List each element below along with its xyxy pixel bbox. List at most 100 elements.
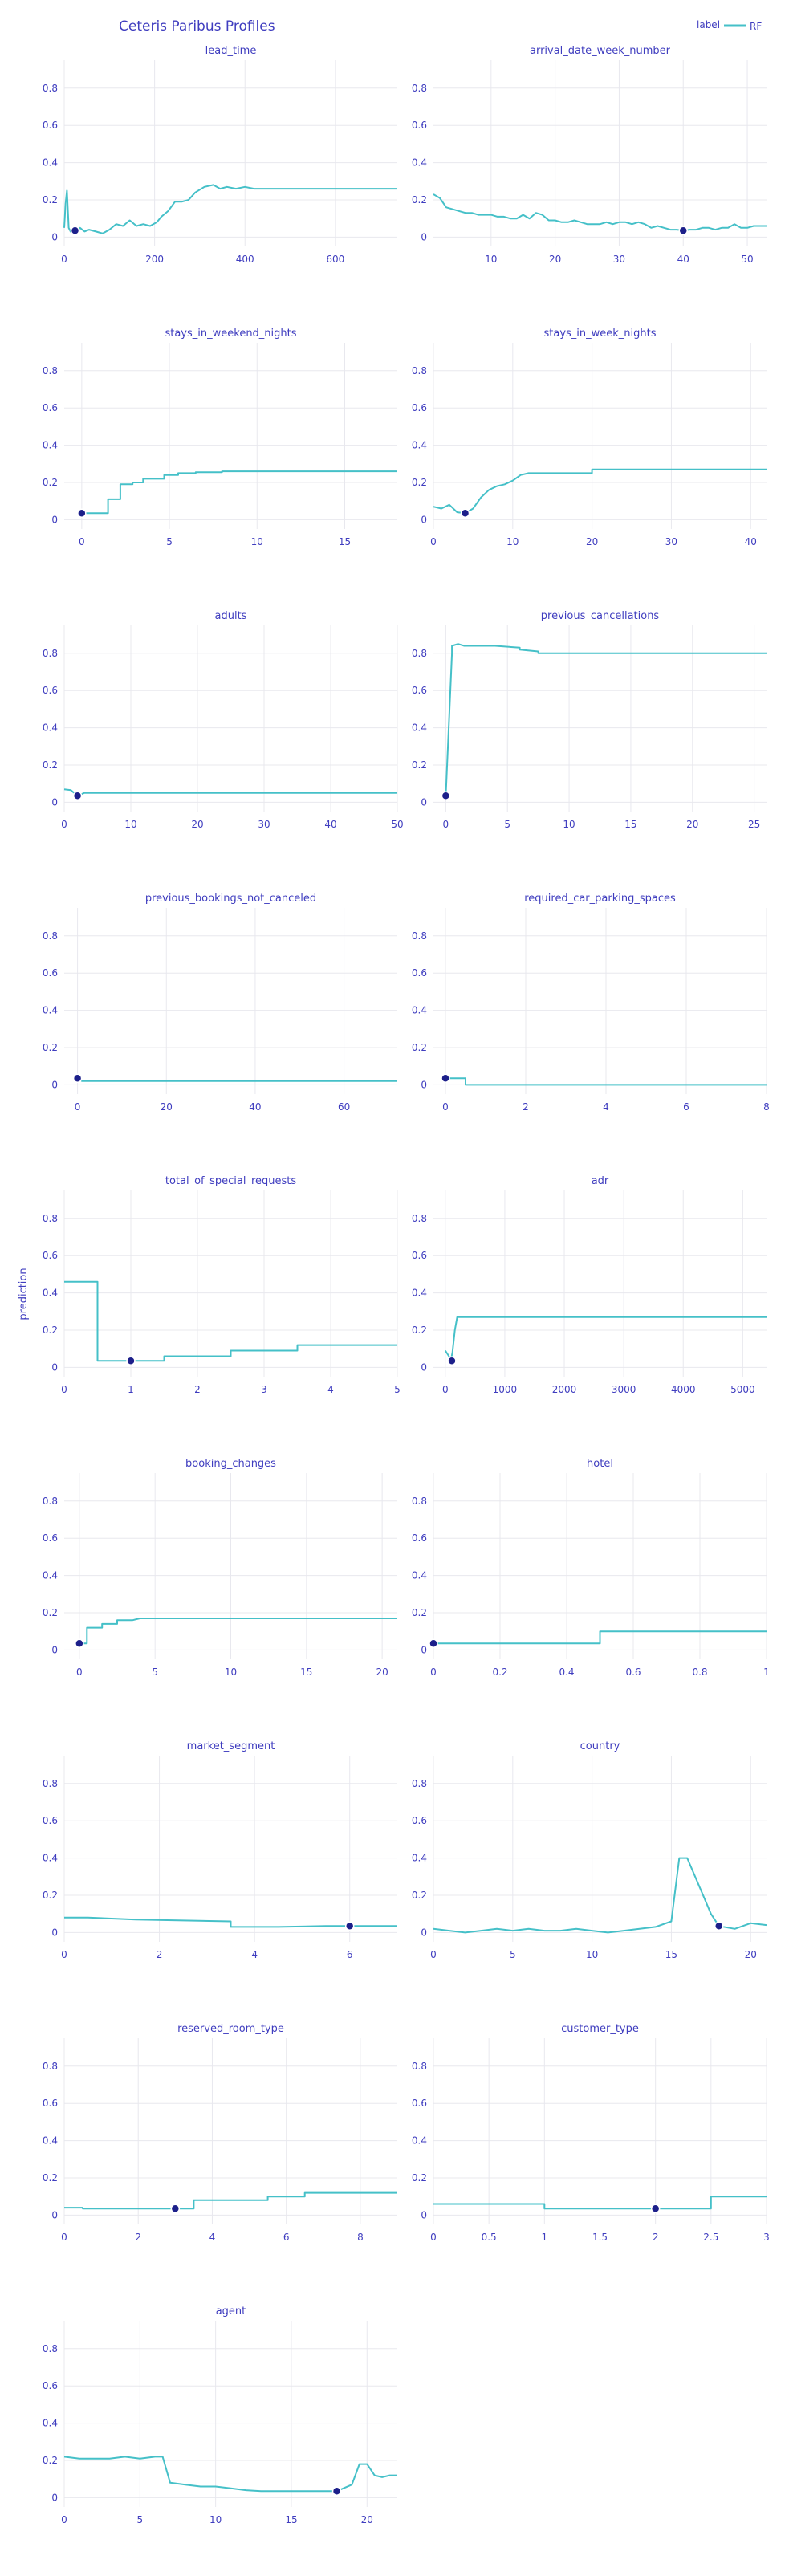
x-tick-label: 4 xyxy=(209,2232,216,2243)
profile-line-rf xyxy=(433,1630,767,1645)
x-tick-label: 2.5 xyxy=(703,2232,718,2243)
y-tick-label: 0 xyxy=(421,1361,427,1373)
y-tick-label: 0.4 xyxy=(43,1005,58,1016)
y-tick-label: 0 xyxy=(421,231,427,242)
profile-line-rf xyxy=(445,1077,767,1086)
x-tick-label: 0.5 xyxy=(482,2232,497,2243)
y-tick-label: 0 xyxy=(51,1927,58,1938)
observation-point xyxy=(75,1638,84,1649)
x-tick-label: 40 xyxy=(249,1101,261,1113)
observation-point xyxy=(72,791,83,801)
x-tick-label: 40 xyxy=(745,536,757,547)
y-tick-label: 0.6 xyxy=(412,120,427,131)
panel-title: arrival_date_week_number xyxy=(530,45,671,57)
x-tick-label: 0.8 xyxy=(692,1666,707,1678)
x-tick-label: 0.4 xyxy=(559,1666,574,1678)
x-tick-label: 2000 xyxy=(552,1384,577,1395)
y-tick-label: 0.2 xyxy=(412,2172,427,2183)
y-tick-label: 0.8 xyxy=(412,2061,427,2072)
x-tick-label: 2 xyxy=(194,1384,201,1395)
x-tick-label: 600 xyxy=(326,254,344,265)
panel-arrival-date-week-number: arrival_date_week_number 10 20 30 40 50 0 0.2 0.… xyxy=(412,45,767,265)
observation-point xyxy=(70,226,80,236)
x-tick-label: 10 xyxy=(506,536,519,547)
y-tick-label: 0.8 xyxy=(412,1213,427,1224)
panel-market-segment: market_segment 0 2 4 6 0 0.2 0.4 0.6 0.8 xyxy=(43,1740,397,1960)
x-tick-label: 0 xyxy=(430,2232,437,2243)
x-tick-label: 0 xyxy=(430,1949,437,1960)
y-tick-label: 0.2 xyxy=(412,759,427,771)
y-tick-label: 0.6 xyxy=(43,2380,58,2391)
x-tick-label: 200 xyxy=(145,254,164,265)
y-tick-label: 0.2 xyxy=(43,1607,58,1618)
x-tick-label: 2 xyxy=(653,2232,659,2243)
y-tick-label: 0 xyxy=(51,1644,58,1655)
x-tick-label: 5 xyxy=(504,819,510,830)
y-tick-label: 0 xyxy=(51,1079,58,1090)
x-tick-label: 40 xyxy=(324,819,336,830)
x-tick-label: 1 xyxy=(542,2232,548,2243)
y-tick-label: 0.4 xyxy=(43,2135,58,2147)
panel-country: country 0 5 10 15 20 0 0.2 0.4 0.6 0.8 xyxy=(412,1740,767,1960)
observation-point xyxy=(77,508,87,519)
x-tick-label: 2 xyxy=(135,2232,141,2243)
observation-point xyxy=(331,2486,342,2497)
y-tick-label: 0.8 xyxy=(43,83,58,94)
y-axis-label: prediction xyxy=(18,1268,30,1320)
y-tick-label: 0.2 xyxy=(43,2455,58,2466)
x-tick-label: 30 xyxy=(665,536,677,547)
x-tick-label: 0 xyxy=(76,1666,83,1678)
x-tick-label: 8 xyxy=(357,2232,364,2243)
x-tick-label: 0 xyxy=(61,1949,67,1960)
x-tick-label: 6 xyxy=(347,1949,353,1960)
x-tick-label: 0 xyxy=(75,1101,81,1113)
x-tick-label: 5 xyxy=(152,1666,158,1678)
panel-title: adults xyxy=(215,610,247,622)
legend[interactable]: label RF xyxy=(697,19,762,32)
y-tick-label: 0.2 xyxy=(412,194,427,206)
y-tick-label: 0.6 xyxy=(43,402,58,413)
x-tick-label: 50 xyxy=(741,254,753,265)
panel-lead-time: lead_time 0 200 400 600 0 0.2 0.4 0.6 0.8 xyxy=(43,45,397,265)
panel-title: adr xyxy=(592,1175,609,1187)
x-tick-label: 0 xyxy=(61,254,67,265)
x-tick-label: 15 xyxy=(665,1949,677,1960)
x-tick-label: 20 xyxy=(586,536,598,547)
observation-point xyxy=(441,791,451,801)
observation-point xyxy=(441,1073,450,1084)
y-tick-label: 0.6 xyxy=(43,1815,58,1826)
y-tick-label: 0.8 xyxy=(43,2061,58,2072)
x-tick-label: 20 xyxy=(161,1101,173,1113)
y-tick-label: 0.2 xyxy=(412,1890,427,1901)
y-tick-label: 0 xyxy=(51,231,58,242)
panel-title: previous_cancellations xyxy=(541,610,660,622)
y-tick-label: 0.2 xyxy=(43,1890,58,1901)
x-tick-label: 10 xyxy=(563,819,575,830)
profile-line-rf xyxy=(64,1280,397,1362)
x-tick-label: 0 xyxy=(442,1101,449,1113)
y-tick-label: 0.4 xyxy=(412,722,427,734)
y-tick-label: 0.2 xyxy=(412,1325,427,1336)
y-tick-label: 0.8 xyxy=(412,930,427,942)
y-tick-label: 0.2 xyxy=(43,2172,58,2183)
y-tick-label: 0 xyxy=(421,1079,427,1090)
x-tick-label: 5 xyxy=(510,1949,516,1960)
x-tick-label: 10 xyxy=(209,2514,222,2525)
x-tick-label: 4 xyxy=(603,1101,609,1113)
y-tick-label: 0.8 xyxy=(43,1496,58,1507)
x-tick-label: 10 xyxy=(485,254,497,265)
y-tick-label: 0 xyxy=(51,796,58,808)
x-tick-label: 10 xyxy=(225,1666,237,1678)
x-tick-label: 400 xyxy=(236,254,254,265)
profile-line-rf xyxy=(433,468,767,515)
x-tick-label: 30 xyxy=(258,819,270,830)
x-tick-label: 0.2 xyxy=(492,1666,507,1678)
profile-line-rf xyxy=(63,2456,397,2493)
y-tick-label: 0.2 xyxy=(43,477,58,488)
x-tick-label: 1.5 xyxy=(592,2232,608,2243)
panel-title: total_of_special_requests xyxy=(165,1175,297,1187)
profile-line-rf xyxy=(79,1618,397,1645)
y-tick-label: 0.2 xyxy=(43,194,58,206)
panel-booking-changes: booking_changes 0 5 10 15 20 0 0.2 0.4 0.6 0.8 xyxy=(43,1458,397,1678)
